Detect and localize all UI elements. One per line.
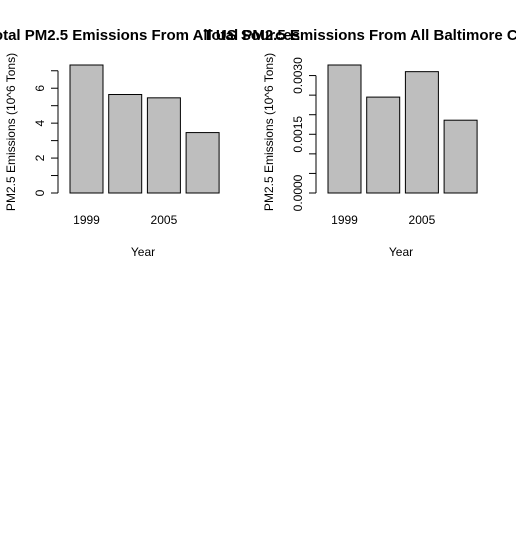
x-axis-label: Year bbox=[389, 245, 413, 259]
y-tick-label: 2 bbox=[33, 154, 47, 161]
bar-2002 bbox=[366, 96, 401, 194]
y-tick-label: 0.0030 bbox=[291, 57, 305, 94]
x-tick-label: 2005 bbox=[409, 213, 436, 227]
bar-2008 bbox=[185, 132, 220, 194]
x-tick-label: 1999 bbox=[331, 213, 358, 227]
y-tick-label: 0.0015 bbox=[291, 116, 305, 153]
y-tick-label: 0.0000 bbox=[291, 174, 305, 211]
y-axis: 0.0000 0.0015 0.0030 bbox=[291, 57, 317, 211]
bar-1999 bbox=[69, 64, 104, 194]
y-tick-label: 6 bbox=[33, 85, 47, 92]
x-tick-labels: 1999 2005 bbox=[331, 213, 435, 227]
bar-2005 bbox=[146, 97, 181, 194]
x-axis-label: Year bbox=[131, 245, 155, 259]
y-axis-label: PM2.5 Emissions (10^6 Tons) bbox=[262, 53, 276, 211]
bar-1999 bbox=[327, 64, 362, 194]
y-tick-label: 0 bbox=[33, 189, 47, 196]
y-axis-label: PM2.5 Emissions (10^6 Tons) bbox=[4, 53, 18, 211]
x-tick-labels: 1999 2005 bbox=[73, 213, 177, 227]
bar-group bbox=[69, 64, 220, 194]
chart-title: Total PM2.5 Emissions From All Baltimore… bbox=[203, 27, 516, 44]
chart-title: Total PM2.5 Emissions From All US Source… bbox=[0, 27, 300, 44]
y-tick-label: 4 bbox=[33, 119, 47, 126]
bar-2008 bbox=[443, 119, 478, 194]
x-tick-label: 2005 bbox=[151, 213, 178, 227]
baltimore-emissions-chart: Total PM2.5 Emissions From All Baltimore… bbox=[203, 27, 516, 259]
bar-2005 bbox=[404, 71, 439, 194]
y-axis: 0 2 4 6 bbox=[33, 70, 59, 196]
x-tick-label: 1999 bbox=[73, 213, 100, 227]
us-emissions-chart: Total PM2.5 Emissions From All US Source… bbox=[0, 27, 300, 259]
bar-group bbox=[327, 64, 478, 194]
bar-2002 bbox=[108, 94, 143, 194]
